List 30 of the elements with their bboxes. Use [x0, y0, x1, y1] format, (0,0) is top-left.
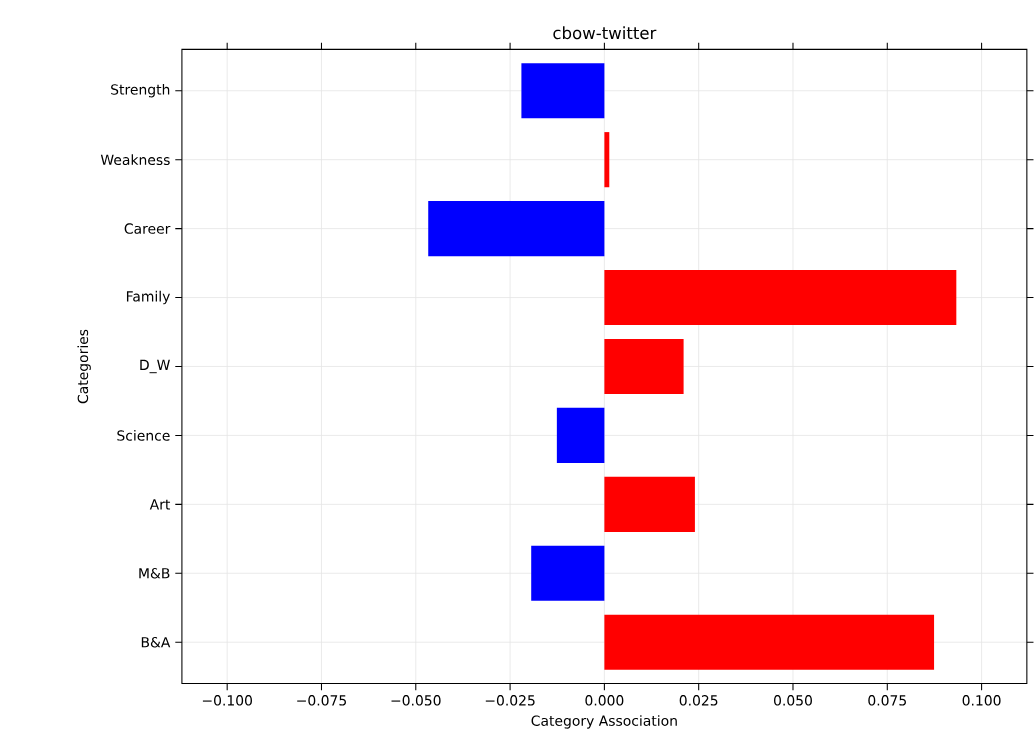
y-tick-label: Strength: [111, 83, 170, 98]
x-tick-label: 0.100: [962, 694, 1001, 706]
bar: [521, 62, 605, 119]
x-tick-label: −0.025: [485, 694, 535, 706]
bar: [531, 545, 605, 601]
bar: [604, 131, 610, 188]
x-tick-label: 0.050: [773, 694, 812, 706]
y-tick-label: M&B: [139, 567, 170, 579]
chart-title: cbow-twitter: [553, 26, 657, 39]
bar: [428, 200, 605, 256]
y-tick-label: B&A: [141, 636, 171, 648]
bar: [604, 269, 957, 325]
x-tick-label: −0.100: [202, 694, 252, 706]
x-tick-label: 0.000: [585, 694, 624, 706]
y-tick-label: D_W: [140, 359, 170, 373]
x-tick-label: −0.075: [297, 694, 346, 706]
y-tick-label: Art: [149, 499, 171, 510]
bar: [604, 614, 935, 670]
x-axis-title: Category Association: [531, 714, 677, 729]
y-axis-title: Categories: [77, 329, 91, 403]
y-tick-label: Weakness: [100, 154, 170, 165]
x-tick-label: 0.075: [868, 694, 906, 706]
bar: [604, 338, 684, 394]
y-tick-label: Career: [124, 223, 171, 234]
x-tick-label: −0.050: [391, 694, 441, 706]
y-tick-label: Science: [117, 429, 170, 441]
bar: [556, 407, 605, 463]
y-tick-label: Family: [126, 290, 170, 305]
bar: [604, 476, 695, 532]
x-tick-label: 0.025: [679, 694, 718, 706]
